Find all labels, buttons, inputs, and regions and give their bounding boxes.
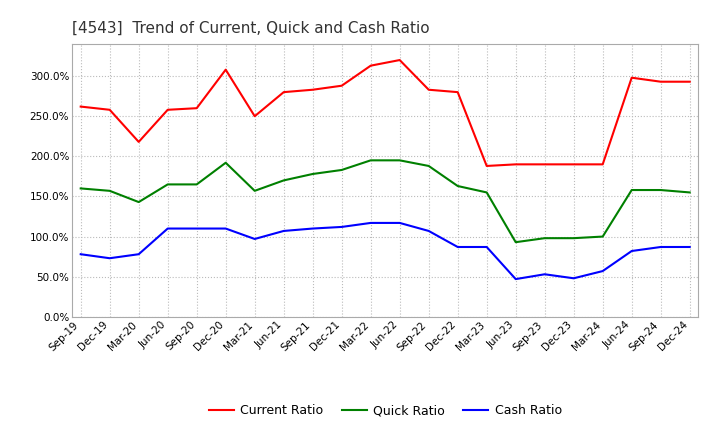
Cash Ratio: [598, 268, 607, 274]
Cash Ratio: [163, 226, 172, 231]
Cash Ratio: [135, 252, 143, 257]
Current Ratio: [511, 162, 520, 167]
Cash Ratio: [541, 271, 549, 277]
Current Ratio: [366, 63, 375, 68]
Quick Ratio: [685, 190, 694, 195]
Quick Ratio: [541, 235, 549, 241]
Cash Ratio: [395, 220, 404, 226]
Current Ratio: [105, 107, 114, 113]
Quick Ratio: [221, 160, 230, 165]
Quick Ratio: [511, 239, 520, 245]
Current Ratio: [395, 57, 404, 62]
Quick Ratio: [482, 190, 491, 195]
Current Ratio: [279, 89, 288, 95]
Quick Ratio: [105, 188, 114, 194]
Current Ratio: [541, 162, 549, 167]
Line: Cash Ratio: Cash Ratio: [81, 223, 690, 279]
Current Ratio: [454, 89, 462, 95]
Current Ratio: [685, 79, 694, 84]
Current Ratio: [482, 163, 491, 169]
Quick Ratio: [251, 188, 259, 194]
Current Ratio: [338, 83, 346, 88]
Cash Ratio: [251, 236, 259, 242]
Text: [4543]  Trend of Current, Quick and Cash Ratio: [4543] Trend of Current, Quick and Cash …: [72, 21, 430, 36]
Quick Ratio: [657, 187, 665, 193]
Current Ratio: [424, 87, 433, 92]
Quick Ratio: [163, 182, 172, 187]
Current Ratio: [657, 79, 665, 84]
Cash Ratio: [366, 220, 375, 226]
Current Ratio: [598, 162, 607, 167]
Quick Ratio: [454, 183, 462, 189]
Cash Ratio: [627, 248, 636, 253]
Quick Ratio: [308, 171, 317, 176]
Cash Ratio: [308, 226, 317, 231]
Quick Ratio: [338, 167, 346, 172]
Cash Ratio: [279, 228, 288, 234]
Cash Ratio: [221, 226, 230, 231]
Quick Ratio: [627, 187, 636, 193]
Line: Current Ratio: Current Ratio: [81, 60, 690, 166]
Current Ratio: [76, 104, 85, 109]
Quick Ratio: [395, 158, 404, 163]
Quick Ratio: [279, 178, 288, 183]
Quick Ratio: [135, 199, 143, 205]
Current Ratio: [135, 139, 143, 144]
Cash Ratio: [657, 244, 665, 249]
Cash Ratio: [482, 244, 491, 249]
Quick Ratio: [570, 235, 578, 241]
Cash Ratio: [511, 276, 520, 282]
Current Ratio: [163, 107, 172, 113]
Cash Ratio: [105, 256, 114, 261]
Quick Ratio: [192, 182, 201, 187]
Current Ratio: [192, 106, 201, 111]
Current Ratio: [570, 162, 578, 167]
Quick Ratio: [76, 186, 85, 191]
Cash Ratio: [570, 275, 578, 281]
Current Ratio: [221, 67, 230, 72]
Current Ratio: [308, 87, 317, 92]
Current Ratio: [251, 114, 259, 119]
Cash Ratio: [685, 244, 694, 249]
Legend: Current Ratio, Quick Ratio, Cash Ratio: Current Ratio, Quick Ratio, Cash Ratio: [204, 400, 567, 422]
Line: Quick Ratio: Quick Ratio: [81, 160, 690, 242]
Cash Ratio: [192, 226, 201, 231]
Quick Ratio: [598, 234, 607, 239]
Quick Ratio: [366, 158, 375, 163]
Current Ratio: [627, 75, 636, 81]
Cash Ratio: [454, 244, 462, 249]
Cash Ratio: [424, 228, 433, 234]
Quick Ratio: [424, 163, 433, 169]
Cash Ratio: [76, 252, 85, 257]
Cash Ratio: [338, 224, 346, 230]
